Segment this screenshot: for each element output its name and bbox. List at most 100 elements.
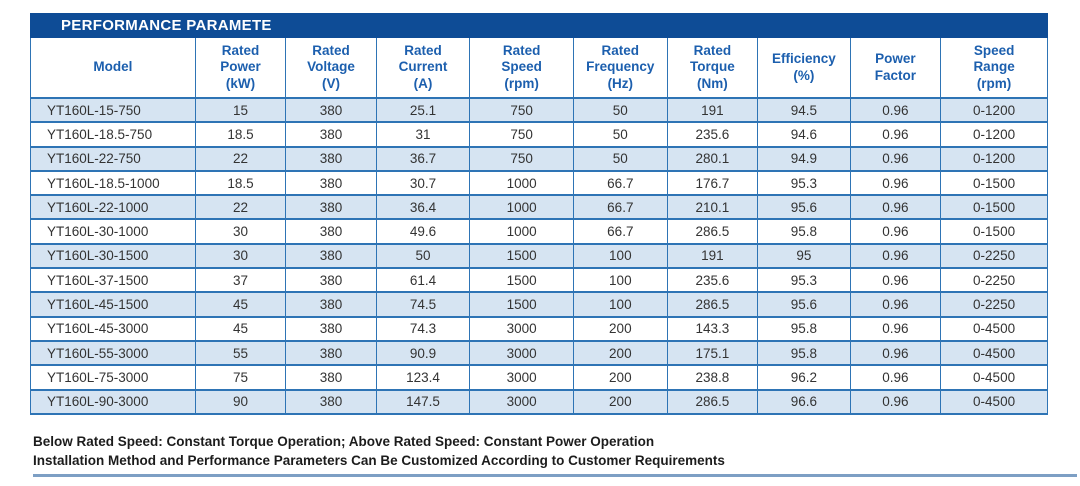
table-cell: 15 <box>194 96 287 123</box>
header-row: Model Rated Power (kW) Rated Voltage (V)… <box>30 38 1048 99</box>
table-cell: 286.5 <box>666 388 759 415</box>
table-cell: 31 <box>375 121 471 147</box>
performance-table: Model Rated Power (kW) Rated Voltage (V)… <box>30 38 1048 415</box>
table-cell: 0-1200 <box>940 145 1048 171</box>
table-cell: 0.96 <box>849 169 942 196</box>
table-cell: 200 <box>573 388 668 415</box>
column-header-rated-torque: Rated Torque (Nm) <box>666 38 759 99</box>
table-cell: 380 <box>285 364 377 390</box>
table-cell: 380 <box>285 267 377 293</box>
table-cell: 0-2250 <box>940 242 1048 269</box>
table-cell: 95.3 <box>757 267 851 293</box>
table-row: YT160L-55-3000 55 380 90.9 3000 200 175.1 95.8 0… <box>30 339 1048 366</box>
table-cell: 0.96 <box>849 267 942 293</box>
column-header-speed-range: Speed Range (rpm) <box>940 38 1048 99</box>
table-cell: 3000 <box>469 388 575 415</box>
table-cell: 45 <box>194 291 287 317</box>
table-cell: 200 <box>573 339 668 366</box>
table-cell: 0-1200 <box>940 121 1048 147</box>
table-cell: 200 <box>573 364 668 390</box>
table-cell: 0-1500 <box>940 169 1048 196</box>
column-header-rated-speed: Rated Speed (rpm) <box>469 38 575 99</box>
table-cell: 0.96 <box>849 339 942 366</box>
table-row: YT160L-30-1000 30 380 49.6 1000 66.7 286.5 95.8… <box>30 218 1048 244</box>
table-cell: 235.6 <box>666 121 759 147</box>
table-cell: 74.3 <box>375 315 471 341</box>
table-cell: 3000 <box>469 364 575 390</box>
table-cell: 380 <box>285 315 377 341</box>
table-cell: 25.1 <box>375 96 471 123</box>
table-cell: 0.96 <box>849 194 942 220</box>
table-row: YT160L-45-1500 45 380 74.5 1500 100 286.5 95.6 0… <box>30 291 1048 317</box>
table-cell: 0-2250 <box>940 267 1048 293</box>
table-cell: 235.6 <box>666 267 759 293</box>
table-cell: 22 <box>194 145 287 171</box>
table-cell: 238.8 <box>666 364 759 390</box>
table-cell: 75 <box>194 364 287 390</box>
table-cell: 1000 <box>469 169 575 196</box>
table-cell: 36.7 <box>375 145 471 171</box>
table-cell: 0.96 <box>849 291 942 317</box>
table-row: YT160L-22-1000 22 380 36.4 1000 66.7 210.1 95.6… <box>30 194 1048 220</box>
footer-notes: Below Rated Speed: Constant Torque Opera… <box>33 432 725 470</box>
table-cell: 0.96 <box>849 96 942 123</box>
table-cell: 0-4500 <box>940 388 1048 415</box>
table-row: YT160L-22-750 22 380 36.7 750 50 280.1 94.9 0.96… <box>30 145 1048 171</box>
table-cell: 286.5 <box>666 218 759 244</box>
table-cell: 0-4500 <box>940 364 1048 390</box>
note-line-1: Below Rated Speed: Constant Torque Opera… <box>33 434 655 449</box>
table-cell: 0.96 <box>849 388 942 415</box>
table-cell: 45 <box>194 315 287 341</box>
table-cell: 191 <box>666 96 759 123</box>
table-row: YT160L-30-1500 30 380 50 1500 100 191 95 0.96 0-2… <box>30 242 1048 269</box>
table-cell: 66.7 <box>573 169 668 196</box>
table-cell: 95.6 <box>757 194 851 220</box>
page-title: PERFORMANCE PARAMETE <box>61 17 272 34</box>
table-cell: 143.3 <box>666 315 759 341</box>
table-cell: 96.2 <box>757 364 851 390</box>
column-header-rated-current: Rated Current (A) <box>375 38 471 99</box>
table-cell: 94.6 <box>757 121 851 147</box>
table-cell: 74.5 <box>375 291 471 317</box>
table-cell: 1500 <box>469 291 575 317</box>
table-body: YT160L-15-750 15 380 25.1 750 50 191 94.5 0.96 0-… <box>30 96 1048 415</box>
table-cell: 750 <box>469 96 575 123</box>
table-cell: 0-1200 <box>940 96 1048 123</box>
table-cell: 22 <box>194 194 287 220</box>
table-cell: 380 <box>285 242 377 269</box>
table-cell: 380 <box>285 96 377 123</box>
table-cell: 50 <box>573 96 668 123</box>
table-cell: 0-1500 <box>940 218 1048 244</box>
column-header-rated-voltage: Rated Voltage (V) <box>285 38 377 99</box>
table-cell: 200 <box>573 315 668 341</box>
table-cell: 100 <box>573 242 668 269</box>
table-cell: 49.6 <box>375 218 471 244</box>
table-row: YT160L-45-3000 45 380 74.3 3000 200 143.3 95.8 0… <box>30 315 1048 341</box>
table-cell: 95.8 <box>757 218 851 244</box>
table-cell: 100 <box>573 267 668 293</box>
performance-table-section: PERFORMANCE PARAMETE Model Rated Power (… <box>30 13 1048 415</box>
model-cell: YT160L-75-3000 <box>30 364 196 390</box>
note-line-2: Installation Method and Performance Para… <box>33 453 725 468</box>
table-cell: 1500 <box>469 242 575 269</box>
table-cell: 95.8 <box>757 339 851 366</box>
table-cell: 3000 <box>469 339 575 366</box>
table-cell: 0.96 <box>849 242 942 269</box>
table-row: YT160L-15-750 15 380 25.1 750 50 191 94.5 0.96 0-… <box>30 96 1048 123</box>
table-cell: 66.7 <box>573 218 668 244</box>
model-cell: YT160L-30-1500 <box>30 242 196 269</box>
table-cell: 36.4 <box>375 194 471 220</box>
table-cell: 95.3 <box>757 169 851 196</box>
table-cell: 90 <box>194 388 287 415</box>
table-row: YT160L-18.5-1000 18.5 380 30.7 1000 66.7 176.7… <box>30 169 1048 196</box>
model-cell: YT160L-30-1000 <box>30 218 196 244</box>
bottom-rule <box>33 474 1077 477</box>
table-cell: 94.5 <box>757 96 851 123</box>
table-row: YT160L-90-3000 90 380 147.5 3000 200 286.5 96.6… <box>30 388 1048 415</box>
model-cell: YT160L-18.5-1000 <box>30 169 196 196</box>
table-cell: 191 <box>666 242 759 269</box>
model-cell: YT160L-45-1500 <box>30 291 196 317</box>
table-cell: 380 <box>285 194 377 220</box>
table-cell: 1500 <box>469 267 575 293</box>
